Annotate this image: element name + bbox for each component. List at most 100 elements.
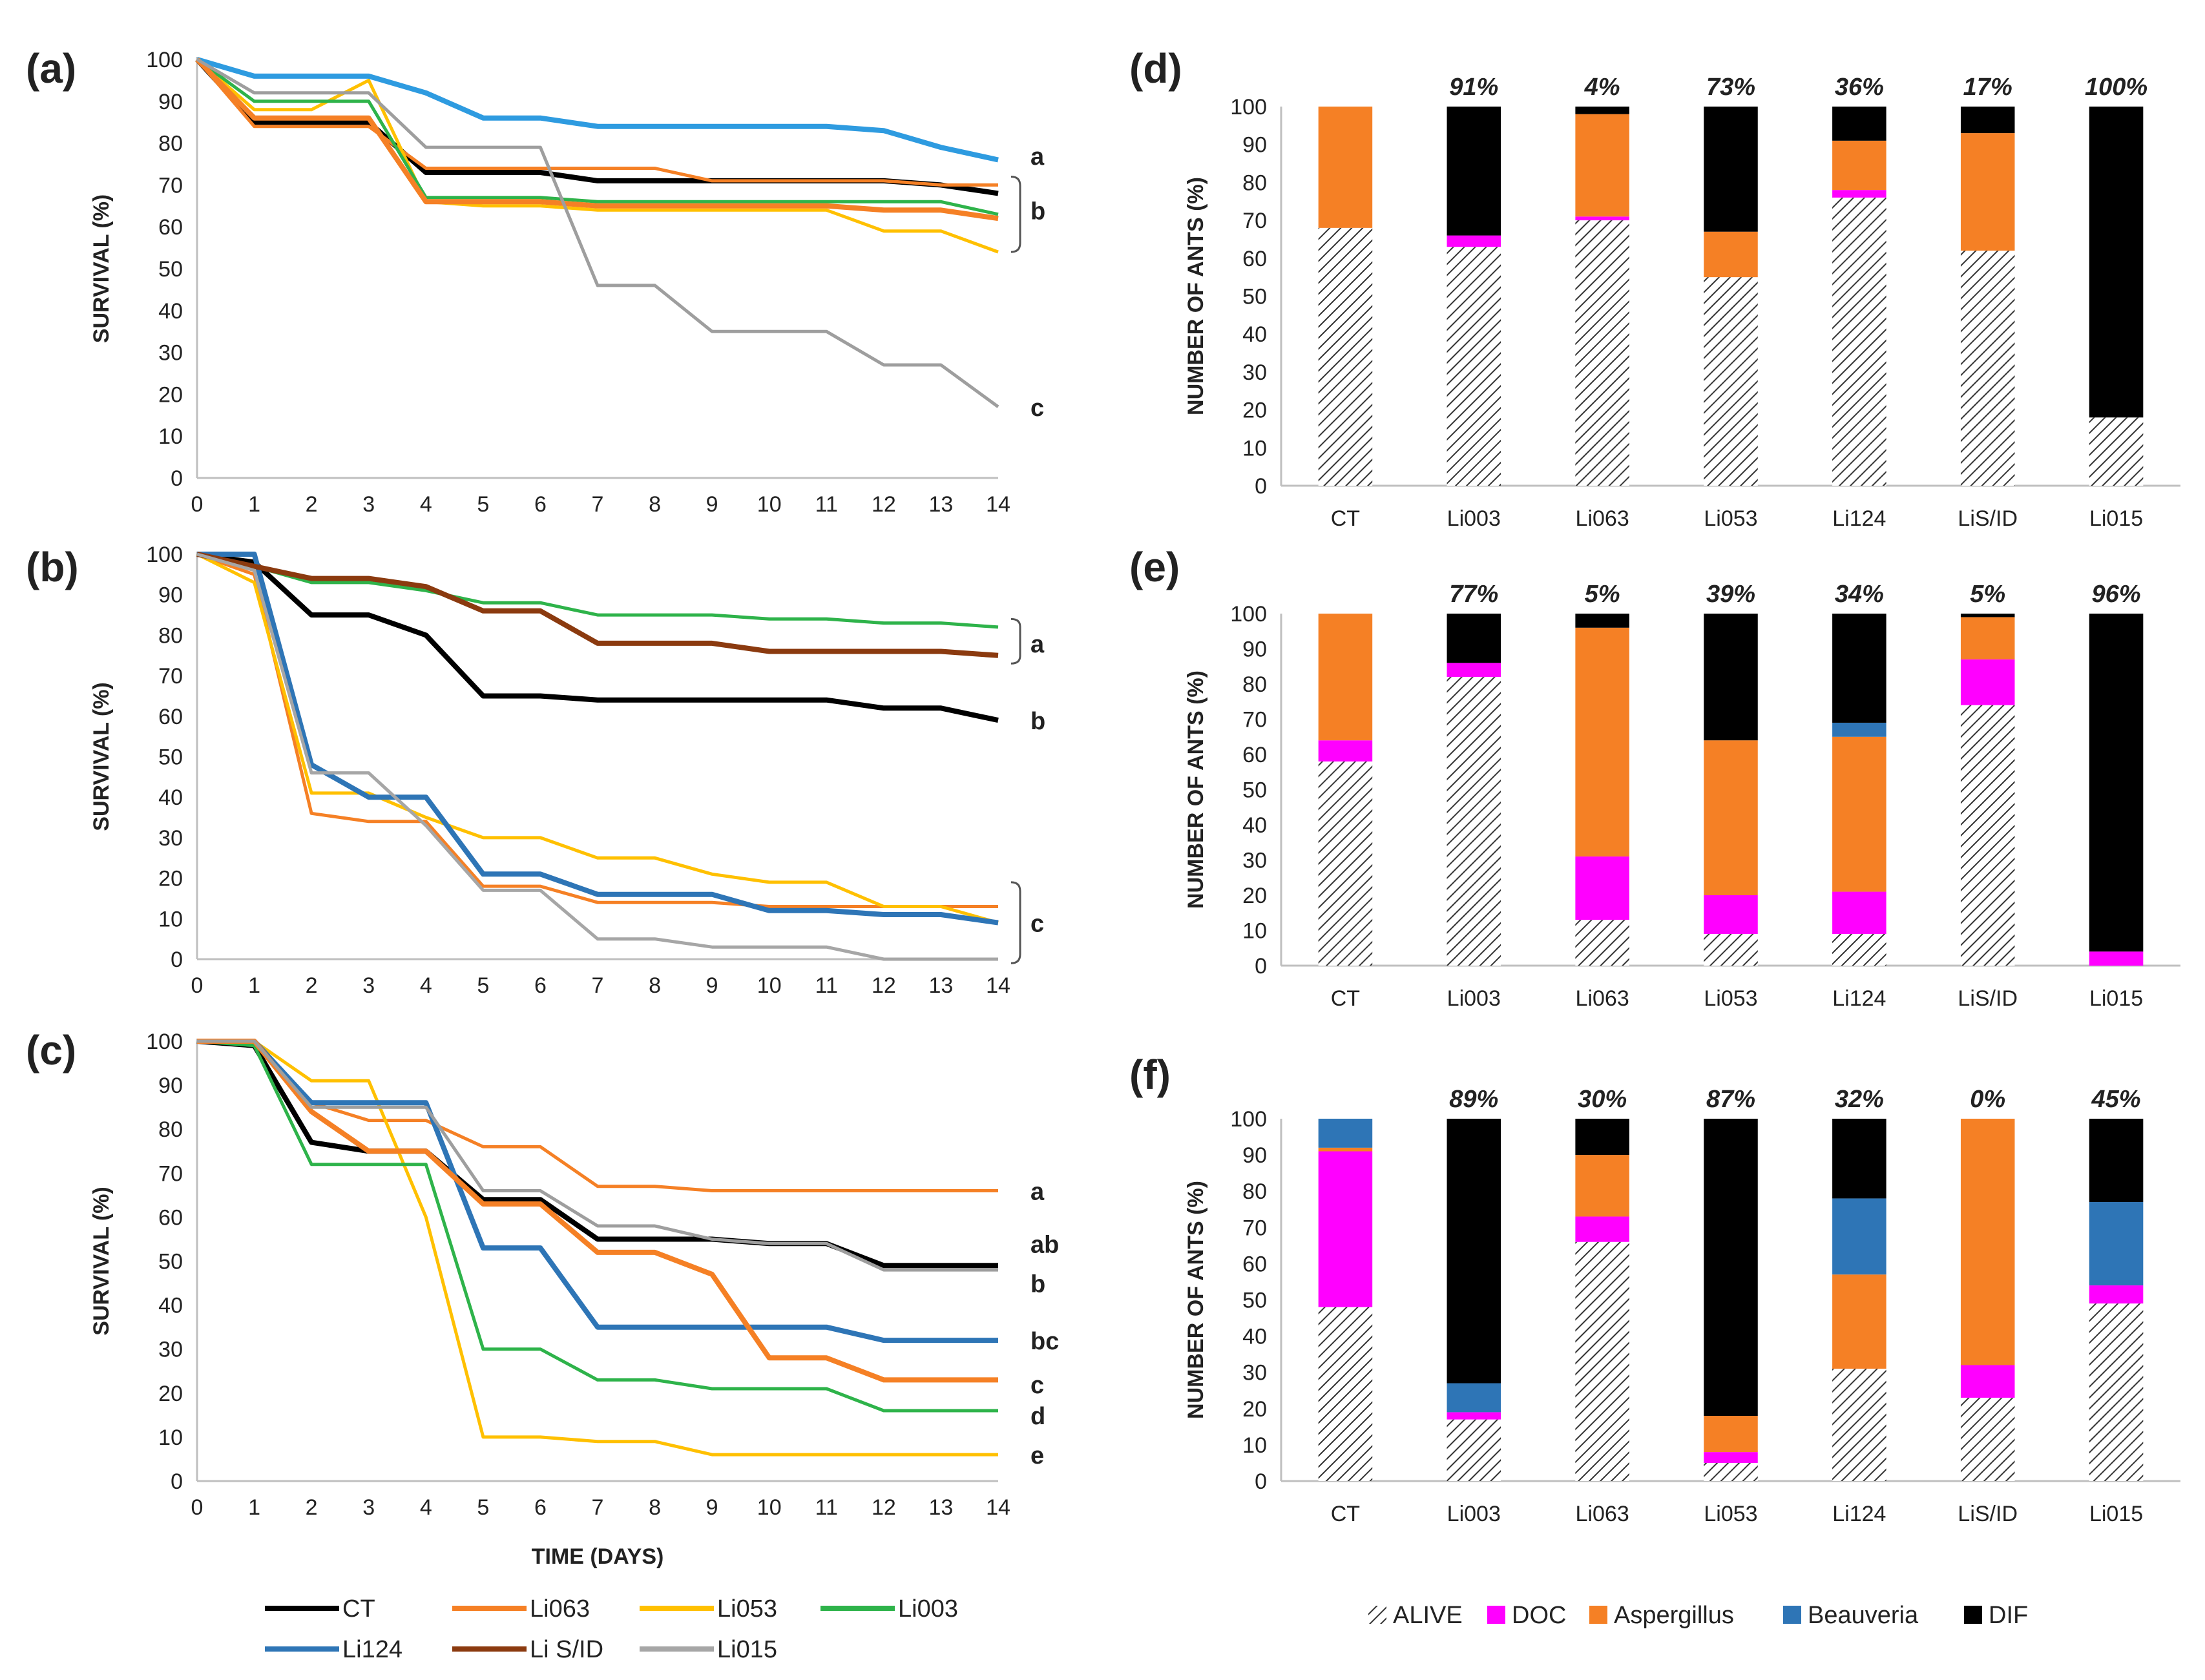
panel-label: (c) [26,1027,76,1073]
x-tick-label: 11 [815,492,838,517]
panel-label: (b) [26,544,79,590]
x-tick-label: 1 [248,492,260,517]
x-tick-label: 2 [306,492,318,517]
legend-swatch [1964,1606,1982,1624]
percent-label: 32% [1835,1086,1884,1113]
bar-segment-dif [1575,1119,1629,1156]
series-line-Li124 [197,1039,998,1343]
legend-swatch [1783,1606,1801,1624]
y-tick-label: 60 [158,215,183,240]
legend-label: Li053 [717,1595,777,1623]
bar-segment-alive [2089,1303,2144,1481]
category-label: Li063 [1576,986,1629,1011]
bar-segment-aspergillus [1704,1416,1758,1453]
category-label: CT [1331,506,1360,531]
y-tick-label: 10 [158,1426,183,1450]
legend-label: Li003 [898,1595,958,1623]
y-tick-label: 80 [158,623,183,648]
y-tick-label: 40 [158,299,183,324]
y-tick-label: 20 [158,382,183,407]
series-line-Li124 [197,552,999,926]
line-legend: CT Li063 Li053 Li003 Li124 Li S/ID Li015 [265,1595,958,1663]
y-axis-title: SURVIVAL (%) [89,1187,114,1335]
y-tick-label: 20 [1242,884,1267,908]
bar-segment-dif [1960,107,2015,134]
bar-segment-aspergillus [1575,627,1629,857]
x-tick-label: 0 [191,1495,204,1520]
x-tick-label: 0 [191,973,204,998]
significance-label: a [1030,143,1045,171]
legend-item: CT [265,1595,375,1623]
series-line-CT [196,552,999,723]
bar-segment-alive [1704,1462,1758,1481]
series-line-Li124 [196,57,999,163]
y-tick-label: 50 [1242,285,1267,309]
series-line-LiSID [195,57,999,222]
ant-fate-chart-e: (e) 0 10 20 30 40 50 60 70 80 90 100 NUMBER OF ANTS … [1129,544,2180,1011]
series-line-Li003 [196,57,999,216]
y-tick-label: 70 [158,1161,183,1186]
bar-segment-dif [1832,614,1886,723]
percent-label: 73% [1706,74,1755,101]
x-tick-label: 5 [477,492,489,517]
bar-segment-alive [1318,761,1373,966]
bar-segment-alive [1575,920,1629,966]
group-bracket [1010,881,1021,964]
legend-item: DOC [1487,1602,1566,1629]
bar-segment-alive [1575,1241,1629,1481]
percent-label: 91% [1449,74,1498,101]
significance-label: c [1030,911,1044,938]
legend-item: Beauveria [1783,1602,1919,1629]
bar-segment-alive [1447,677,1501,966]
bar-segment-alive [1704,933,1758,966]
y-tick-label: 80 [158,1117,183,1142]
y-tick-label: 50 [1242,778,1267,803]
bar-segment-beauveria [2089,1202,2144,1286]
percent-label: 34% [1835,581,1884,608]
category-label: CT [1331,1502,1360,1526]
y-tick-label: 80 [1242,1179,1267,1204]
category-label: Li003 [1447,986,1501,1011]
x-axis-title: TIME (DAYS) [532,1544,664,1569]
percent-label: 45% [2091,1086,2141,1113]
bar-segment-beauveria [1318,1119,1373,1148]
y-tick-label: 10 [158,424,183,449]
ant-fate-chart-f: (f) 0 10 20 30 40 50 60 70 80 90 100 NUMBER OF ANTS … [1129,1052,2180,1526]
y-tick-label: 90 [158,1073,183,1098]
bar-segment-aspergillus [1318,614,1373,741]
x-tick-label: 11 [815,1495,838,1520]
legend-item: Li063 [452,1595,590,1623]
percent-label: 96% [2092,581,2141,608]
y-tick-label: 40 [158,1294,183,1318]
bar-segment-doc [1704,1452,1758,1463]
series-line-Li003 [196,552,999,629]
legend-item: Li003 [820,1595,958,1623]
legend-label: Li124 [342,1636,402,1663]
y-axis-title: NUMBER OF ANTS (%) [1184,1181,1208,1419]
bar-segment-aspergillus [1832,736,1886,892]
y-tick-label: 70 [158,173,183,198]
legend-label: Li063 [530,1595,590,1623]
legend-label: Li S/ID [530,1636,603,1663]
y-tick-label: 90 [1242,133,1267,158]
category-label: Li063 [1576,1502,1629,1526]
bar-segment-beauveria [1447,1383,1501,1413]
percent-label: 36% [1835,74,1884,101]
bar-segment-beauveria [1832,722,1886,737]
ant-fate-chart-d: (d) 0 10 20 30 40 50 60 70 80 90 100 NUMBER OF ANTS … [1129,45,2180,531]
significance-label: c [1030,1372,1044,1399]
series-line-Li003 [196,1039,998,1413]
x-tick-label: 13 [929,973,954,998]
bar-segment-alive [1832,933,1886,966]
x-tick-label: 2 [306,1495,318,1520]
bar-segment-alive [1447,1419,1501,1481]
legend-item: DIF [1964,1602,2028,1629]
y-tick-label: 50 [1242,1289,1267,1313]
x-tick-label: 6 [534,973,547,998]
y-tick-label: 60 [1242,743,1267,767]
series-line-Li063 [196,552,998,908]
bar-segment-aspergillus [1575,1155,1629,1217]
